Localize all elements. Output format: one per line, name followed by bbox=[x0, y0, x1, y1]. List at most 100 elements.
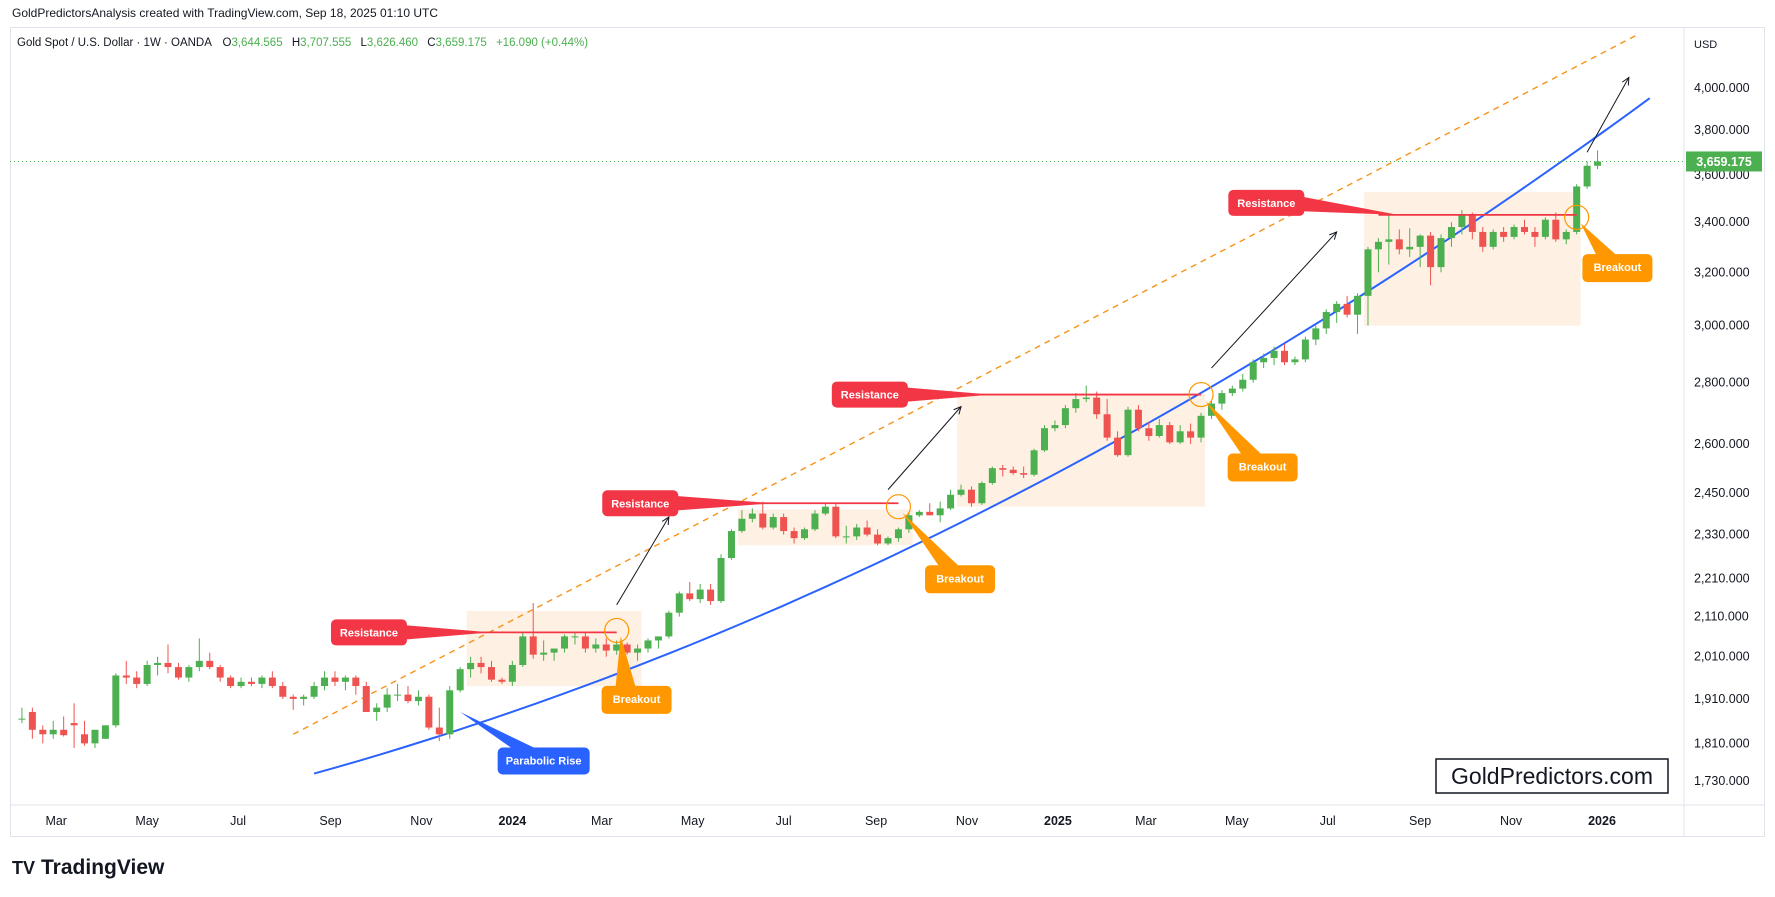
candle-body bbox=[268, 677, 276, 687]
price-tick-label: 3,800.000 bbox=[1694, 123, 1750, 137]
candle-body bbox=[28, 712, 36, 730]
candle-body bbox=[1061, 408, 1069, 426]
projection-arrowhead bbox=[1329, 231, 1338, 240]
candle-body bbox=[81, 734, 89, 744]
tradingview-logo[interactable]: TV TradingView bbox=[12, 856, 164, 880]
candle-body bbox=[1281, 350, 1289, 363]
candle-body bbox=[112, 675, 120, 726]
parabolic-label: Parabolic Rise bbox=[506, 756, 582, 768]
tradingview-brand: TradingView bbox=[41, 856, 165, 879]
candle-body bbox=[1197, 415, 1205, 438]
candle-body bbox=[1155, 425, 1163, 437]
candle-body bbox=[581, 636, 589, 649]
candle-body bbox=[1260, 357, 1268, 363]
candle-body bbox=[863, 527, 871, 535]
candle-body bbox=[352, 677, 360, 687]
ohlc-high: 3,707.555 bbox=[300, 37, 351, 49]
candle-body bbox=[727, 531, 735, 558]
candle-body bbox=[842, 536, 850, 538]
time-tick-label: Mar bbox=[1135, 814, 1157, 828]
candle-body bbox=[1594, 161, 1602, 166]
time-tick-label: 2026 bbox=[1588, 814, 1616, 828]
candle-body bbox=[383, 694, 391, 708]
price-tick-label: 2,110.000 bbox=[1694, 610, 1749, 624]
resistance-label-box bbox=[1228, 189, 1305, 216]
candle-body bbox=[738, 518, 746, 532]
resistance-label-box bbox=[330, 619, 407, 646]
resistance-pointer bbox=[666, 495, 773, 512]
candle-body bbox=[707, 589, 715, 602]
time-tick-label: 2025 bbox=[1044, 814, 1072, 828]
time-tick-label: Sep bbox=[865, 814, 887, 828]
candle-body bbox=[1249, 362, 1257, 380]
parabolic-pointer bbox=[460, 712, 534, 750]
candle-body bbox=[1500, 231, 1508, 237]
ohlc-change: +16.090 (+0.44%) bbox=[496, 37, 588, 49]
candle-body bbox=[1166, 425, 1174, 443]
candle-body bbox=[665, 612, 673, 637]
candle-body bbox=[216, 667, 224, 678]
candle-body bbox=[926, 511, 934, 516]
resistance-pointer bbox=[1292, 194, 1399, 215]
price-tick-label: 1,910.000 bbox=[1694, 692, 1750, 706]
candle-body bbox=[519, 636, 527, 665]
ohlc-low: 3,626.460 bbox=[367, 37, 418, 49]
price-tick-label: 1,810.000 bbox=[1694, 736, 1750, 750]
projection-arrowhead bbox=[661, 516, 670, 526]
time-tick-label: Jul bbox=[230, 814, 246, 828]
time-tick-label: 2024 bbox=[498, 814, 526, 828]
candle-body bbox=[999, 468, 1007, 470]
candle-body bbox=[467, 662, 475, 670]
price-tick-label: 2,210.000 bbox=[1694, 571, 1750, 585]
candle-body bbox=[435, 727, 443, 735]
candle-body bbox=[821, 506, 829, 514]
consolidation-zones bbox=[466, 192, 1581, 687]
time-tick-label: Jul bbox=[776, 814, 792, 828]
candle-body bbox=[247, 681, 255, 684]
candle-body bbox=[769, 517, 777, 528]
projection-arrow bbox=[616, 516, 670, 606]
resistance-label: Resistance bbox=[611, 498, 669, 510]
price-axis[interactable]: 1,730.000 1,810.000 1,910.000 2,010.000 2,11… bbox=[1694, 81, 1750, 788]
time-axis[interactable]: Mar May Jul Sep Nov 2024 Mar May Jul Sep Nov 2025 Ma… bbox=[45, 814, 1616, 828]
candle-body bbox=[341, 677, 349, 682]
candle-body bbox=[1531, 231, 1539, 237]
ohlc-close-label: C bbox=[427, 37, 435, 49]
resistance-label: Resistance bbox=[841, 390, 899, 402]
candle-body bbox=[1145, 428, 1153, 437]
candle-body bbox=[456, 669, 464, 691]
breakout-circle bbox=[1564, 204, 1590, 230]
candle-body bbox=[39, 729, 47, 735]
breakout-label: Breakout bbox=[1239, 462, 1287, 474]
candle-body bbox=[174, 667, 182, 678]
candle-body bbox=[1009, 469, 1017, 474]
candle-body bbox=[1312, 328, 1320, 340]
candle-body bbox=[1510, 227, 1518, 237]
candle-body bbox=[185, 667, 193, 678]
candle-body bbox=[487, 667, 495, 680]
candle-body bbox=[237, 681, 245, 687]
time-tick-label: Mar bbox=[45, 814, 67, 828]
candle-body bbox=[310, 686, 318, 697]
chart-frame[interactable] bbox=[10, 27, 1765, 837]
time-tick-label: Mar bbox=[591, 814, 613, 828]
candle-body bbox=[894, 529, 902, 539]
price-tick-label: 3,200.000 bbox=[1694, 265, 1750, 279]
chart-credit: GoldPredictorsAnalysis created with Trad… bbox=[12, 6, 438, 20]
candle-body bbox=[1354, 295, 1362, 315]
last-price-label: 3,659.175 bbox=[1696, 155, 1752, 169]
candle-body bbox=[508, 664, 516, 682]
time-tick-label: Nov bbox=[410, 814, 433, 828]
candle-body bbox=[133, 677, 141, 684]
candle-body bbox=[759, 513, 767, 528]
candle-body bbox=[915, 511, 923, 516]
candle-body bbox=[571, 636, 579, 638]
candle-body bbox=[613, 644, 621, 651]
candle-body bbox=[206, 660, 214, 668]
last-price-tag: 3,659.175 bbox=[10, 151, 1762, 172]
candle-body bbox=[164, 662, 172, 668]
last-price-box bbox=[1686, 151, 1762, 172]
candle-body bbox=[1489, 231, 1497, 247]
breakout-circle bbox=[604, 617, 630, 644]
